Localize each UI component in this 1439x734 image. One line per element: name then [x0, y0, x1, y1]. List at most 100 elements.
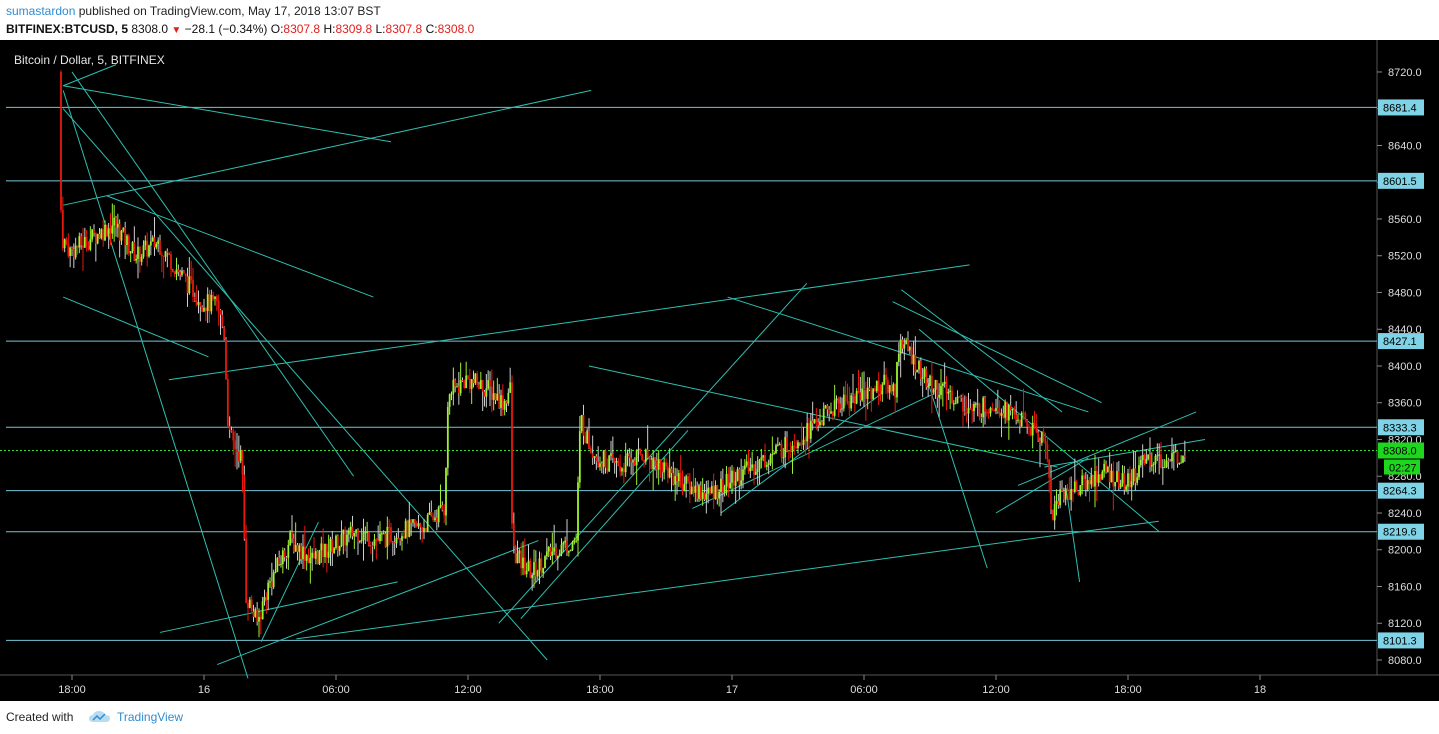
candle-body [665, 462, 667, 467]
candle-body [1125, 486, 1128, 490]
trend-line[interactable] [63, 296, 209, 358]
candle-body [364, 532, 367, 534]
level-price-tag[interactable] [1378, 99, 1424, 116]
candle-body [98, 234, 101, 239]
trend-line[interactable] [296, 520, 1159, 640]
plot-background[interactable] [0, 40, 1377, 675]
candle-body [881, 384, 884, 395]
candle-body [298, 545, 301, 552]
candle-body [274, 571, 277, 573]
candle-body [729, 482, 732, 489]
trend-line[interactable] [1065, 489, 1081, 582]
candle-body [947, 391, 950, 394]
trend-line[interactable] [1017, 411, 1197, 486]
symbol-label[interactable]: BITFINEX:BTCUSD, 5 [6, 22, 129, 36]
candle-body [1167, 460, 1170, 462]
trend-line[interactable] [995, 457, 1089, 514]
candle-body [1081, 475, 1084, 486]
candle-body [289, 532, 292, 545]
tradingview-cloud-icon[interactable] [88, 709, 112, 725]
candle-body [685, 476, 688, 484]
trend-line[interactable] [260, 521, 319, 642]
candle-body [967, 408, 970, 414]
candle-body [384, 533, 387, 547]
candle-body [600, 463, 603, 467]
trend-line[interactable] [159, 581, 398, 633]
level-price-tag[interactable] [1378, 333, 1424, 350]
candle-body [193, 296, 196, 301]
price-axis[interactable] [1377, 40, 1439, 701]
candle-body [677, 473, 680, 482]
trend-line[interactable] [918, 328, 1160, 532]
tradingview-link[interactable]: TradingView [117, 710, 184, 724]
candle-body [1075, 481, 1078, 492]
candle-body [127, 235, 130, 254]
candle-body [1022, 412, 1025, 414]
candle-body [335, 535, 337, 548]
candle-body [1149, 454, 1151, 467]
trend-line[interactable] [692, 393, 935, 509]
trend-line[interactable] [62, 90, 249, 679]
trend-line[interactable] [720, 393, 882, 514]
candle-body [362, 532, 365, 540]
candle-body [184, 273, 187, 277]
trend-line[interactable] [1044, 438, 1206, 468]
level-price-tag[interactable] [1378, 482, 1424, 499]
trend-line[interactable] [901, 289, 1063, 413]
candle-body [448, 394, 451, 407]
candle-body [830, 411, 832, 414]
chart-area[interactable]: 8080.0 8120.0 8160.0 8200.0 8240.0 8280.0 8320… [0, 40, 1439, 701]
candle-body [593, 456, 596, 458]
candle-body [980, 417, 983, 419]
candle-body [291, 532, 293, 539]
trend-line[interactable] [63, 85, 392, 143]
price-chart[interactable]: 8080.08120.08160.08200.08240.08280.08320… [0, 40, 1439, 701]
trend-line[interactable] [63, 89, 592, 206]
candle-body [551, 551, 554, 556]
trend-line[interactable] [925, 375, 988, 569]
trend-line[interactable] [727, 296, 1089, 413]
candle-body [811, 420, 814, 424]
trend-line[interactable] [63, 64, 117, 87]
candle-body [314, 551, 317, 559]
candle-body [498, 393, 501, 408]
candle-body [949, 390, 952, 392]
candle-body [1057, 501, 1060, 506]
candle-body [604, 450, 607, 468]
level-price-tag[interactable] [1378, 172, 1424, 189]
level-price-tag[interactable] [1378, 419, 1424, 436]
trend-line[interactable] [107, 195, 374, 298]
candle-body [195, 300, 198, 305]
candle-body [373, 539, 376, 546]
candle-body [525, 570, 528, 575]
level-price-tag[interactable] [1378, 632, 1424, 649]
candle-body [533, 562, 535, 576]
candle-body [489, 380, 491, 387]
trend-line[interactable] [71, 71, 355, 477]
candle-body [945, 381, 948, 394]
trend-line[interactable] [217, 540, 539, 666]
candle-body [151, 237, 154, 242]
candle-body [1147, 454, 1150, 459]
candle-body [294, 544, 297, 552]
trend-line[interactable] [168, 264, 970, 381]
candle-body [259, 616, 262, 620]
time-axis[interactable] [0, 675, 1377, 701]
candle-body [1028, 427, 1030, 429]
candle-body [69, 247, 72, 256]
level-price-tag[interactable] [1378, 523, 1424, 540]
candle-body [65, 239, 68, 245]
candle-body [929, 375, 931, 386]
candle-body [445, 467, 447, 516]
candle-body [852, 395, 854, 397]
candle-body [681, 485, 684, 492]
candle-body [962, 397, 964, 412]
change-text: −28.1 (−0.34%) [184, 22, 268, 36]
candle-body [727, 473, 730, 489]
trend-line[interactable] [892, 301, 1102, 404]
candle-body [996, 407, 999, 412]
candle-body [292, 538, 295, 552]
candle-body [701, 492, 704, 499]
candle-body [1178, 462, 1181, 464]
author-link[interactable]: sumastardon [6, 4, 76, 18]
